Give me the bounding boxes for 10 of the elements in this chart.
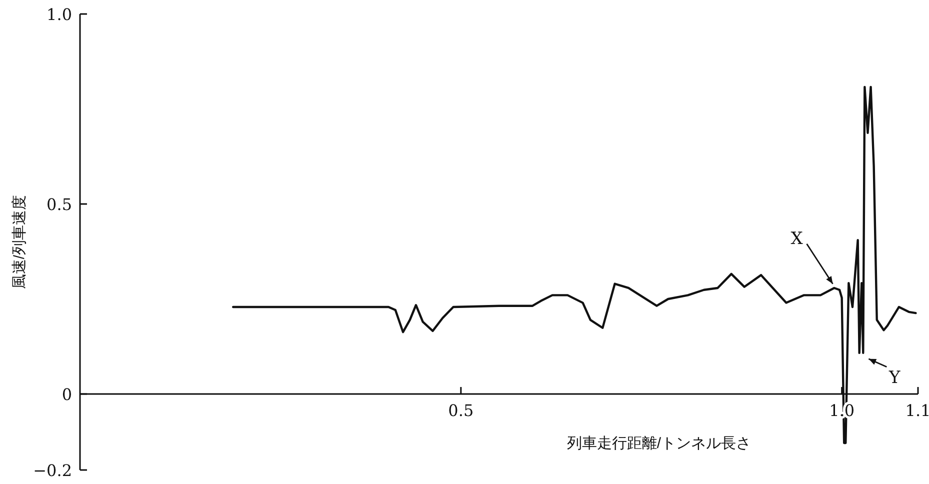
x-axis-title: 列車走行距離/トンネル長さ — [566, 435, 752, 452]
y-tick-label: −0.2 — [33, 461, 72, 480]
y-tick-label: 1.0 — [46, 5, 72, 24]
annotation: X — [790, 228, 804, 249]
annotation: Y — [888, 368, 902, 388]
y-tick-label: 0.5 — [46, 195, 72, 214]
x-tick-label: 0.5 — [448, 401, 474, 420]
x-tick-label: 1.1 — [905, 401, 929, 420]
y-axis-title: 風速/列車速度 — [11, 194, 28, 290]
y-tick-label: 0 — [62, 385, 72, 404]
